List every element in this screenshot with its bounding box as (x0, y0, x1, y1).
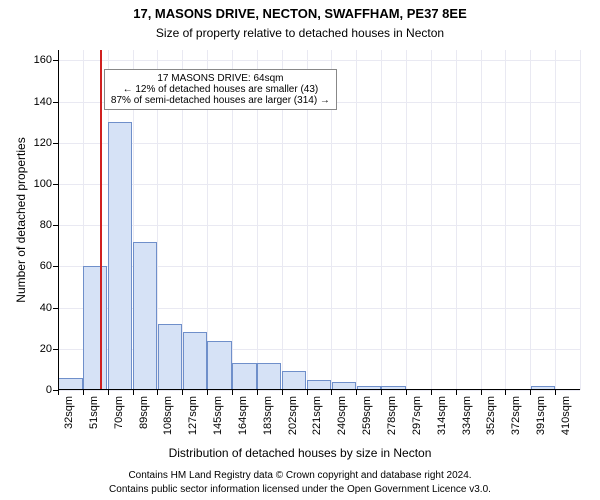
xtick-mark (481, 390, 482, 395)
plot-area: 17 MASONS DRIVE: 64sqm← 12% of detached … (58, 50, 580, 390)
histogram-bar (108, 122, 132, 390)
xtick-mark (406, 390, 407, 395)
gridline-h (58, 390, 580, 391)
xtick-label: 221sqm (310, 396, 324, 435)
xtick-mark (58, 390, 59, 395)
ytick-label: 140 (34, 96, 58, 108)
x-axis (58, 389, 580, 390)
annotation-box: 17 MASONS DRIVE: 64sqm← 12% of detached … (104, 69, 337, 110)
gridline-v (431, 50, 432, 390)
xtick-label: 391sqm (533, 396, 547, 435)
xtick-label: 372sqm (508, 396, 522, 435)
xtick-label: 89sqm (136, 396, 150, 429)
gridline-v (580, 50, 581, 390)
xtick-label: 70sqm (111, 396, 125, 429)
ytick-label: 100 (34, 178, 58, 190)
histogram-bar (207, 341, 231, 390)
xtick-mark (505, 390, 506, 395)
xtick-label: 278sqm (384, 396, 398, 435)
xtick-label: 108sqm (160, 396, 174, 435)
xtick-mark (207, 390, 208, 395)
footer-line-1: Contains HM Land Registry data © Crown c… (0, 470, 600, 481)
xtick-label: 240sqm (334, 396, 348, 435)
xtick-mark (530, 390, 531, 395)
xtick-mark (431, 390, 432, 395)
xtick-mark (307, 390, 308, 395)
reference-line (100, 50, 102, 390)
gridline-v (505, 50, 506, 390)
histogram-bar (183, 332, 207, 390)
xtick-label: 202sqm (285, 396, 299, 435)
xtick-mark (108, 390, 109, 395)
xtick-mark (182, 390, 183, 395)
xtick-label: 334sqm (459, 396, 473, 435)
chart-title: 17, MASONS DRIVE, NECTON, SWAFFHAM, PE37… (0, 6, 600, 21)
xtick-label: 145sqm (210, 396, 224, 435)
xtick-mark (331, 390, 332, 395)
xtick-mark (83, 390, 84, 395)
xtick-label: 259sqm (359, 396, 373, 435)
gridline-v (381, 50, 382, 390)
ytick-label: 60 (40, 260, 58, 272)
histogram-bar (232, 363, 256, 390)
y-axis-label: Number of detached properties (14, 50, 28, 390)
xtick-mark (157, 390, 158, 395)
xtick-label: 127sqm (185, 396, 199, 435)
chart-container: 17, MASONS DRIVE, NECTON, SWAFFHAM, PE37… (0, 0, 600, 500)
xtick-label: 314sqm (434, 396, 448, 435)
gridline-v (456, 50, 457, 390)
ytick-label: 20 (40, 343, 58, 355)
y-axis (58, 50, 59, 390)
ytick-label: 0 (46, 384, 58, 396)
ytick-label: 40 (40, 302, 58, 314)
xtick-label: 183sqm (260, 396, 274, 435)
gridline-v (555, 50, 556, 390)
histogram-bar (158, 324, 182, 390)
xtick-mark (133, 390, 134, 395)
histogram-bar (133, 242, 157, 390)
xtick-label: 410sqm (558, 396, 572, 435)
ytick-label: 80 (40, 219, 58, 231)
ytick-label: 160 (34, 54, 58, 66)
xtick-label: 297sqm (409, 396, 423, 435)
chart-subtitle: Size of property relative to detached ho… (0, 26, 600, 40)
gridline-v (481, 50, 482, 390)
histogram-bar (83, 266, 107, 390)
gridline-h (58, 225, 580, 226)
xtick-mark (356, 390, 357, 395)
x-axis-label: Distribution of detached houses by size … (0, 446, 600, 460)
xtick-mark (232, 390, 233, 395)
xtick-mark (555, 390, 556, 395)
gridline-h (58, 60, 580, 61)
annotation-line: ← 12% of detached houses are smaller (43… (111, 84, 330, 95)
gridline-h (58, 184, 580, 185)
gridline-v (530, 50, 531, 390)
gridline-v (356, 50, 357, 390)
ytick-label: 120 (34, 137, 58, 149)
histogram-bar (282, 371, 306, 390)
gridline-h (58, 143, 580, 144)
xtick-label: 352sqm (484, 396, 498, 435)
xtick-label: 32sqm (61, 396, 75, 429)
gridline-v (406, 50, 407, 390)
annotation-line: 17 MASONS DRIVE: 64sqm (111, 73, 330, 84)
footer-line-2: Contains public sector information licen… (0, 484, 600, 495)
xtick-label: 164sqm (235, 396, 249, 435)
xtick-mark (282, 390, 283, 395)
annotation-line: 87% of semi-detached houses are larger (… (111, 95, 330, 106)
xtick-mark (257, 390, 258, 395)
xtick-label: 51sqm (86, 396, 100, 429)
histogram-bar (257, 363, 281, 390)
xtick-mark (381, 390, 382, 395)
xtick-mark (456, 390, 457, 395)
